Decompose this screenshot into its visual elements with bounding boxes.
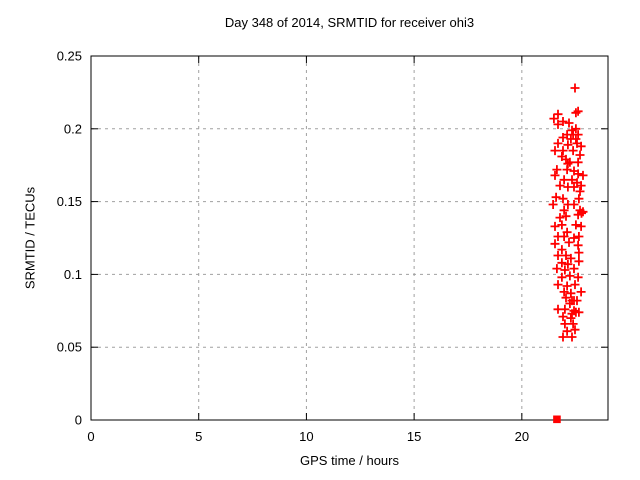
y-tick-label: 0.2 xyxy=(64,121,82,136)
chart-title: Day 348 of 2014, SRMTID for receiver ohi… xyxy=(224,15,475,30)
x-tick-label: 5 xyxy=(195,429,202,444)
x-tick-label: 10 xyxy=(299,429,313,444)
plot-border xyxy=(90,55,609,421)
y-tick-label: 0.05 xyxy=(57,340,82,355)
scatter-plus-markers xyxy=(548,83,588,342)
y-tick-label: 0.1 xyxy=(64,267,82,282)
y-tick-label: 0.25 xyxy=(57,49,82,64)
scatter-square-marker xyxy=(553,415,561,424)
y-tick-label: 0.15 xyxy=(57,194,82,209)
y-tick-label: 0 xyxy=(75,413,82,428)
x-tick-label: 0 xyxy=(87,429,94,444)
x-tick-label: 15 xyxy=(407,429,421,444)
x-axis-label: GPS time / hours xyxy=(300,453,399,468)
x-tick-label: 20 xyxy=(515,429,529,444)
